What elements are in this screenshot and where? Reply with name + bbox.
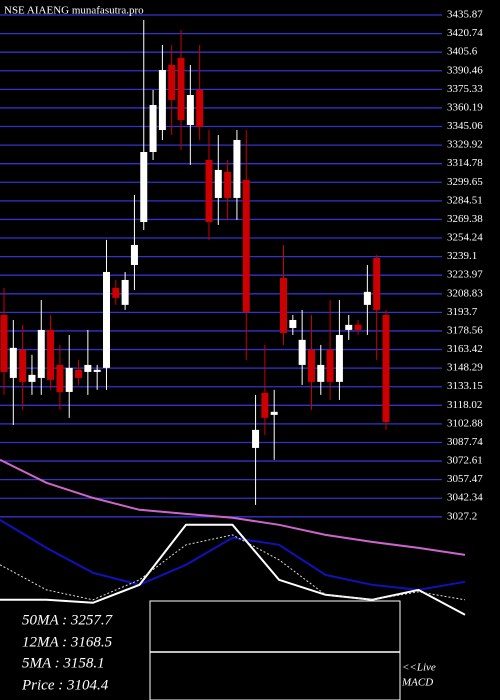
candle-body (298, 339, 306, 365)
info-text: 50MA : 3257.7 (22, 612, 114, 628)
y-tick-label: 3087.74 (447, 436, 483, 448)
candle-body (177, 57, 185, 120)
candle-body (56, 364, 64, 392)
y-tick-label: 3284.51 (447, 194, 483, 206)
candle-body (168, 64, 176, 100)
candle-body (363, 291, 371, 305)
candle-body (28, 374, 36, 382)
y-tick-label: 3420.74 (447, 27, 483, 39)
y-tick-label: 3360.19 (447, 101, 483, 113)
candle-body (205, 159, 213, 222)
candle-body (149, 104, 157, 153)
candle-body (65, 367, 73, 392)
ma-line (0, 519, 466, 591)
y-tick-label: 3148.29 (447, 362, 483, 374)
y-tick-label: 3027.2 (447, 510, 477, 522)
candle-body (19, 349, 27, 382)
y-tick-label: 3405.6 (447, 46, 478, 58)
macd-panel (149, 600, 401, 700)
candle-body (196, 90, 204, 127)
candle-body (345, 324, 353, 330)
candle-body (326, 349, 334, 382)
y-tick-label: 3102.88 (447, 417, 483, 429)
y-tick-label: 3133.15 (447, 380, 483, 392)
candle-body (214, 169, 222, 198)
y-tick-label: 3314.78 (447, 157, 483, 169)
candle-body (280, 277, 288, 333)
macd-label: MACD (401, 677, 433, 689)
y-tick-label: 3299.65 (447, 176, 483, 188)
y-tick-label: 3254.24 (447, 232, 483, 244)
candle-body (270, 411, 278, 415)
y-tick-label: 3057.47 (447, 473, 483, 485)
y-tick-label: 3239.1 (447, 250, 477, 262)
candle-body (102, 271, 110, 368)
y-tick-label: 3269.38 (447, 213, 483, 225)
ma-line (0, 458, 466, 556)
y-tick-label: 3042.34 (447, 492, 483, 504)
candle-body (84, 364, 92, 372)
candle-body (354, 324, 362, 330)
y-tick-label: 3329.92 (447, 139, 483, 151)
candle-body (37, 329, 45, 378)
candle-body (242, 180, 250, 312)
macd-label: <<Live (402, 662, 436, 674)
y-tick-label: 3223.97 (447, 269, 483, 281)
candle-body (186, 95, 194, 125)
y-tick-label: 3435.87 (447, 9, 483, 21)
candle-body (233, 139, 241, 198)
candle-body (112, 287, 120, 298)
y-tick-label: 3208.83 (447, 287, 483, 299)
info-text: Price : 3104.4 (21, 677, 109, 693)
candle-body (9, 347, 17, 378)
candle-body (224, 171, 232, 198)
chart-title: NSE AIAENG munafasutra.pro (4, 5, 144, 17)
info-text: 5MA : 3158.1 (22, 655, 105, 671)
ma-line (0, 534, 466, 601)
grid: 3451.31 3435.87 3420.74 3405.6 3390.46 3375.3… (0, 0, 483, 522)
y-tick-label: 3163.42 (447, 343, 483, 355)
candle-body (382, 314, 390, 423)
y-tick-label: 3375.33 (447, 83, 483, 95)
candle-body (335, 334, 343, 382)
candle-body (261, 392, 269, 418)
candle-body (93, 369, 101, 372)
candle-body (252, 429, 260, 448)
ma-line (0, 523, 466, 616)
candle-body (317, 364, 325, 382)
overlay-lines (0, 458, 466, 616)
y-tick-label: 3451.31 (447, 0, 483, 2)
candle-body (289, 319, 297, 328)
candle-body (47, 329, 55, 380)
candle-body (0, 314, 8, 372)
candle-body (373, 257, 381, 310)
candle-body (158, 69, 166, 131)
y-tick-label: 3345.06 (447, 120, 483, 132)
candle-body (75, 369, 83, 378)
candle-body (121, 279, 129, 305)
candle-body (307, 349, 315, 382)
candle-body (140, 152, 148, 222)
y-tick-label: 3193.7 (447, 306, 478, 318)
y-tick-label: 3118.02 (447, 399, 482, 411)
candle-body (130, 244, 138, 265)
candles (0, 20, 390, 505)
y-tick-label: 3072.61 (447, 455, 483, 467)
info-text: 12MA : 3168.5 (22, 634, 113, 650)
y-tick-label: 3178.56 (447, 324, 483, 336)
y-tick-label: 3390.46 (447, 64, 483, 76)
